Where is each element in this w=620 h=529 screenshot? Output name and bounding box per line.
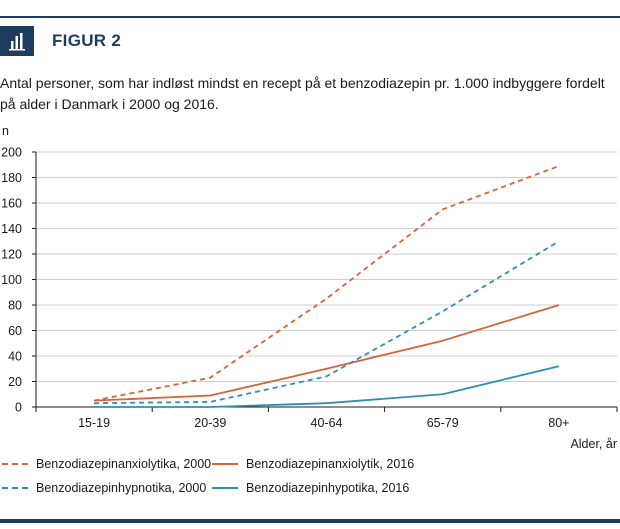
legend-label: Benzodiazepinanxiolytika, 2000 <box>36 457 212 471</box>
x-tick-label: 80+ <box>548 416 569 430</box>
y-axis-label: n <box>2 124 9 138</box>
y-tick-label: 100 <box>1 273 22 287</box>
x-tick-label: 40-64 <box>311 416 343 430</box>
x-tick-label: 15-19 <box>78 416 110 430</box>
legend-swatch <box>2 487 28 489</box>
x-tick-label: 65-79 <box>427 416 459 430</box>
y-tick-label: 120 <box>1 248 22 262</box>
chart-legend: Benzodiazepinanxiolytika, 2000 Benzodiaz… <box>0 455 620 501</box>
x-tick-label: 20-39 <box>194 416 226 430</box>
figure-label: FIGUR 2 <box>52 31 122 50</box>
series-line <box>93 165 560 402</box>
legend-item: Benzodiazepinanxiolytika, 2000 <box>2 457 211 471</box>
legend-item: Benzodiazepinhypnotika, 2000 <box>2 481 206 495</box>
y-tick-label: 80 <box>8 299 22 313</box>
bar-chart-icon <box>0 26 34 56</box>
series-line <box>94 240 560 405</box>
y-tick-label: 160 <box>1 197 22 211</box>
figure-caption: Antal personer, som har indløst mindst e… <box>0 75 605 112</box>
y-tick-label: 200 <box>1 146 22 160</box>
series-line <box>94 304 560 402</box>
y-tick-label: 0 <box>15 401 22 415</box>
legend-item: Benzodiazepinanxiolytik, 2016 <box>212 457 414 471</box>
y-tick-label: 40 <box>8 350 22 364</box>
legend-label: Benzodiazepinhypnotika, 2000 <box>36 481 207 495</box>
bottom-rule <box>0 519 620 523</box>
legend-label: Benzodiazepinhypotika, 2016 <box>246 481 410 495</box>
x-axis-label: Alder, år <box>570 437 617 451</box>
y-tick-label: 180 <box>1 171 22 185</box>
legend-swatch <box>212 463 238 465</box>
legend-label: Benzodiazepinanxiolytik, 2016 <box>246 457 415 471</box>
top-rule <box>0 16 620 18</box>
y-tick-label: 140 <box>1 222 22 236</box>
y-tick-label: 20 <box>8 375 22 389</box>
legend-swatch <box>2 463 28 465</box>
line-chart: 0 20 40 60 80 100 120 140 160 180 200 n 15-19 20-39 40… <box>1 124 618 451</box>
series-line <box>94 365 560 408</box>
legend-swatch <box>212 487 238 489</box>
legend-item: Benzodiazepinhypotika, 2016 <box>212 481 409 495</box>
y-tick-label: 60 <box>8 324 22 338</box>
